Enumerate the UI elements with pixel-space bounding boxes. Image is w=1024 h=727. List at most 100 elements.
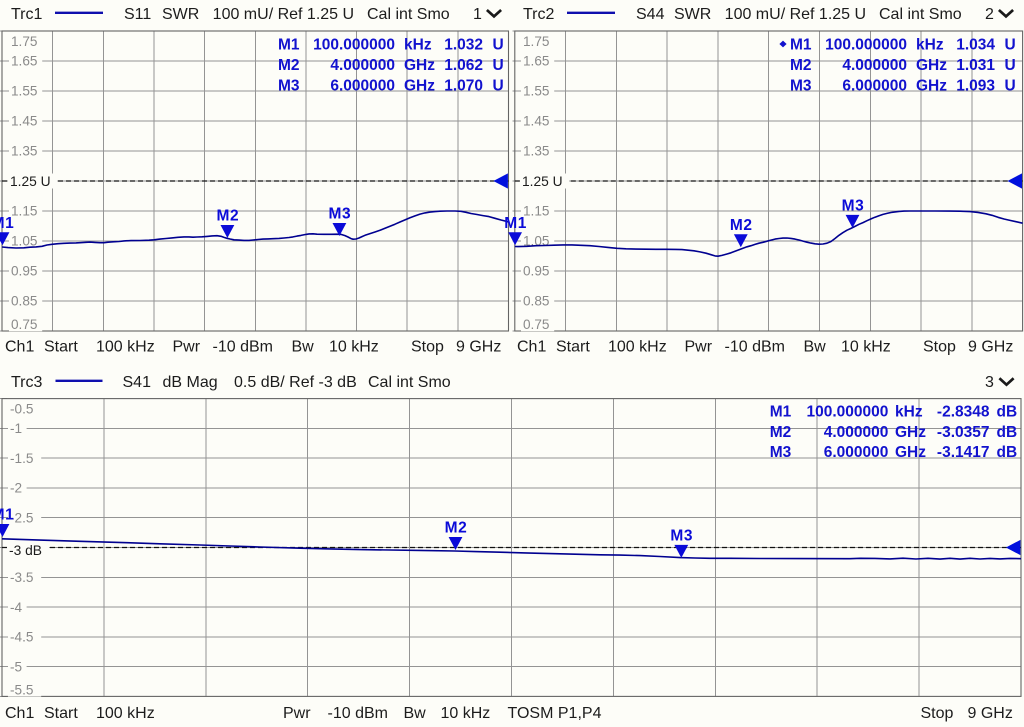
svg-text:1.062: 1.062 (444, 57, 483, 74)
svg-text:GHz: GHz (895, 424, 926, 441)
svg-text:-1.5: -1.5 (10, 451, 33, 466)
svg-text:kHz: kHz (895, 404, 923, 421)
svg-text:Pwr: Pwr (685, 339, 713, 356)
svg-text:TOSM P1,P4: TOSM P1,P4 (508, 705, 602, 722)
svg-text:SWR 100 mU/ Ref 1.25 U: SWR 100 mU/ Ref 1.25 U (674, 6, 866, 23)
svg-text:0.75: 0.75 (523, 317, 549, 332)
svg-text:GHz: GHz (916, 78, 947, 95)
svg-text:dB: dB (997, 404, 1018, 421)
svg-text:9 GHz: 9 GHz (968, 705, 1013, 722)
svg-text:-4.5: -4.5 (10, 630, 33, 645)
svg-text:1.65: 1.65 (523, 54, 549, 69)
svg-text:0.95: 0.95 (523, 264, 549, 279)
svg-text:1.45: 1.45 (523, 114, 549, 129)
svg-text:GHz: GHz (895, 444, 926, 461)
svg-text:S41: S41 (123, 374, 152, 391)
svg-text:Bw: Bw (404, 705, 427, 722)
svg-text:6.000000: 6.000000 (842, 78, 907, 95)
svg-text:-10 dBm: -10 dBm (213, 339, 273, 356)
svg-text:M2: M2 (730, 217, 753, 234)
svg-text:1.032: 1.032 (444, 36, 483, 53)
svg-text:9 GHz: 9 GHz (968, 339, 1013, 356)
svg-text:1.15: 1.15 (11, 204, 37, 219)
svg-text:M1: M1 (0, 215, 14, 232)
svg-text:Trc3: Trc3 (11, 374, 43, 391)
svg-text:0.95: 0.95 (11, 264, 37, 279)
svg-text:kHz: kHz (916, 36, 944, 53)
svg-text:6.000000: 6.000000 (824, 444, 889, 461)
svg-text:U: U (493, 57, 504, 74)
svg-text:1.45: 1.45 (11, 114, 37, 129)
svg-text:Stop: Stop (923, 339, 956, 356)
svg-text:Ch1: Ch1 (5, 705, 34, 722)
svg-text:Ch1: Ch1 (517, 339, 546, 356)
svg-text:M1: M1 (790, 36, 812, 53)
svg-text:dB: dB (997, 424, 1018, 441)
svg-text:1.35: 1.35 (11, 144, 37, 159)
svg-text:-2: -2 (10, 481, 22, 496)
svg-text:Start: Start (44, 339, 78, 356)
svg-text:M3: M3 (670, 527, 693, 544)
svg-text:U: U (493, 36, 504, 53)
svg-text:Bw: Bw (804, 339, 827, 356)
svg-text:4.000000: 4.000000 (824, 424, 889, 441)
svg-text:100.000000: 100.000000 (807, 404, 889, 421)
svg-text:Pwr: Pwr (283, 705, 311, 722)
svg-text:M2: M2 (770, 424, 792, 441)
svg-text:1.093: 1.093 (956, 78, 995, 95)
svg-text:-3 dB: -3 dB (9, 543, 42, 558)
svg-text:100.000000: 100.000000 (313, 36, 395, 53)
svg-text:M1: M1 (504, 215, 527, 232)
svg-text:SWR 100 mU/ Ref 1.25 U: SWR 100 mU/ Ref 1.25 U (162, 6, 354, 23)
svg-text:Stop: Stop (921, 705, 954, 722)
svg-text:1.25 U: 1.25 U (10, 174, 51, 189)
svg-text:-4: -4 (10, 600, 23, 615)
svg-text:-5.5: -5.5 (10, 683, 33, 698)
svg-text:1.35: 1.35 (523, 144, 549, 159)
svg-text:10 kHz: 10 kHz (841, 339, 891, 356)
svg-text:U: U (1005, 36, 1016, 53)
svg-text:Cal int Smo: Cal int Smo (367, 6, 450, 23)
svg-text:0.85: 0.85 (11, 294, 37, 309)
svg-text:-0.5: -0.5 (10, 402, 33, 417)
svg-text:1.25 U: 1.25 U (522, 174, 563, 189)
svg-text:-3.0357: -3.0357 (937, 424, 990, 441)
svg-text:1.75: 1.75 (523, 34, 549, 49)
svg-text:Trc2: Trc2 (523, 6, 555, 23)
svg-text:1.15: 1.15 (523, 204, 549, 219)
svg-text:1: 1 (473, 6, 482, 23)
svg-text:M2: M2 (217, 208, 240, 225)
svg-text:100 kHz: 100 kHz (96, 705, 155, 722)
svg-text:M1: M1 (770, 404, 792, 421)
svg-text:6.000000: 6.000000 (330, 78, 395, 95)
svg-text:M3: M3 (770, 444, 792, 461)
svg-text:-2.8348: -2.8348 (937, 404, 990, 421)
svg-text:M3: M3 (790, 78, 812, 95)
svg-text:S44: S44 (636, 6, 665, 23)
svg-text:dB: dB (997, 444, 1018, 461)
svg-text:M3: M3 (278, 78, 300, 95)
svg-text:1.031: 1.031 (956, 57, 995, 74)
svg-text:U: U (493, 78, 504, 95)
svg-text:0.85: 0.85 (523, 294, 549, 309)
svg-text:GHz: GHz (404, 57, 435, 74)
svg-text:100 kHz: 100 kHz (96, 339, 155, 356)
svg-text:0.75: 0.75 (11, 317, 37, 332)
svg-text:Pwr: Pwr (173, 339, 201, 356)
svg-text:-5: -5 (10, 659, 22, 674)
svg-text:-10 dBm: -10 dBm (328, 705, 388, 722)
svg-text:U: U (1005, 57, 1016, 74)
svg-text:-2.5: -2.5 (10, 510, 33, 525)
svg-text:M3: M3 (329, 206, 352, 223)
svg-text:M2: M2 (445, 520, 468, 537)
svg-text:1.034: 1.034 (956, 36, 995, 53)
svg-text:Start: Start (556, 339, 590, 356)
svg-text:1.55: 1.55 (11, 84, 37, 99)
svg-text:Bw: Bw (292, 339, 315, 356)
svg-text:M2: M2 (790, 57, 812, 74)
svg-text:100.000000: 100.000000 (825, 36, 907, 53)
svg-text:Start: Start (44, 705, 78, 722)
svg-text:10 kHz: 10 kHz (329, 339, 379, 356)
svg-text:4.000000: 4.000000 (330, 57, 395, 74)
svg-text:1.55: 1.55 (523, 84, 549, 99)
